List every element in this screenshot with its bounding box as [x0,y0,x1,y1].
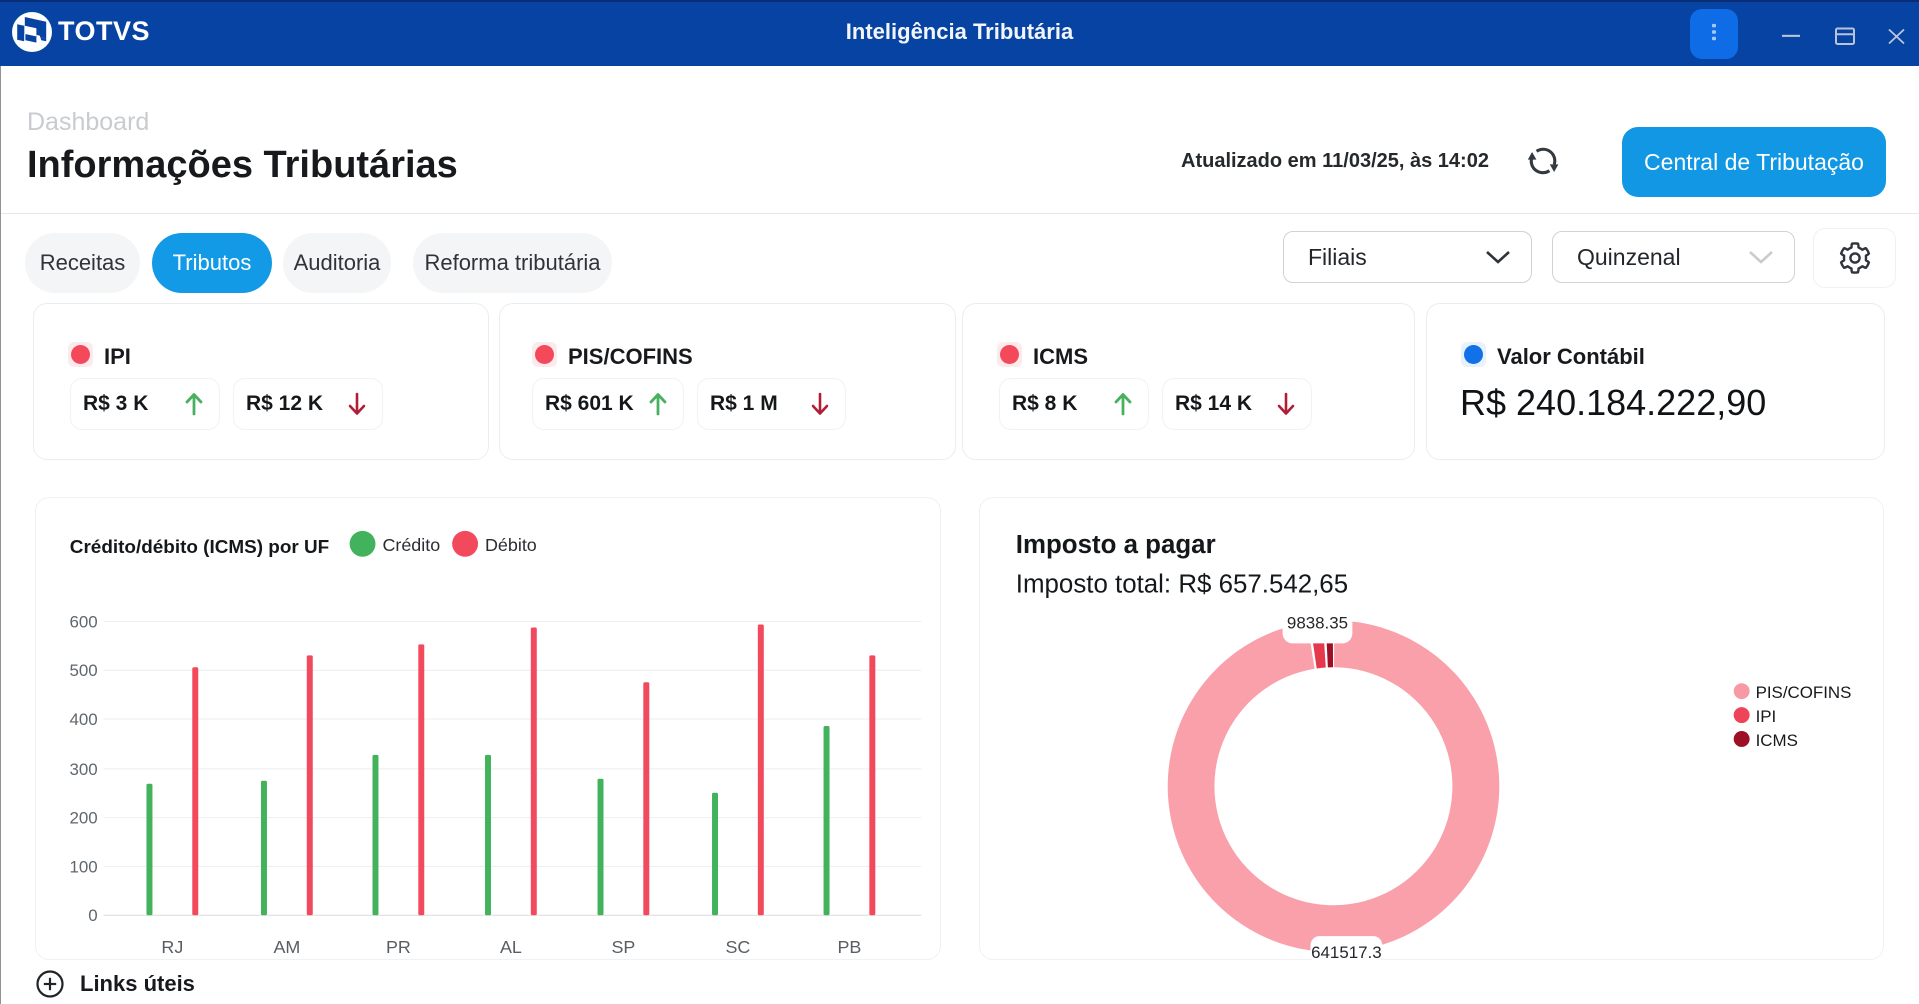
svg-text:100: 100 [69,857,97,876]
svg-text:SP: SP [611,937,635,957]
svg-text:SC: SC [725,937,750,957]
svg-text:Imposto a pagar: Imposto a pagar [1016,531,1216,559]
svg-text:500: 500 [69,661,97,680]
svg-text:641517.3: 641517.3 [1311,943,1382,962]
svg-text:AL: AL [500,937,522,957]
svg-text:300: 300 [69,760,97,779]
svg-text:RJ: RJ [161,937,183,957]
svg-text:9838.35: 9838.35 [1287,613,1348,632]
svg-text:AM: AM [273,937,300,957]
svg-text:PR: PR [386,937,411,957]
svg-text:ICMS: ICMS [1756,731,1798,750]
svg-text:Crédito/débito (ICMS) por UF: Crédito/débito (ICMS) por UF [70,537,329,558]
svg-text:600: 600 [69,612,97,631]
svg-text:PB: PB [837,937,861,957]
svg-text:Crédito: Crédito [382,535,440,555]
svg-text:0: 0 [88,906,97,925]
svg-text:Débito: Débito [485,535,537,555]
svg-text:200: 200 [69,809,97,828]
svg-text:400: 400 [69,710,97,729]
svg-text:IPI: IPI [1756,707,1777,726]
svg-text:PIS/COFINS: PIS/COFINS [1756,683,1852,702]
svg-text:Imposto total: R$ 657.542,65: Imposto total: R$ 657.542,65 [1016,571,1348,599]
